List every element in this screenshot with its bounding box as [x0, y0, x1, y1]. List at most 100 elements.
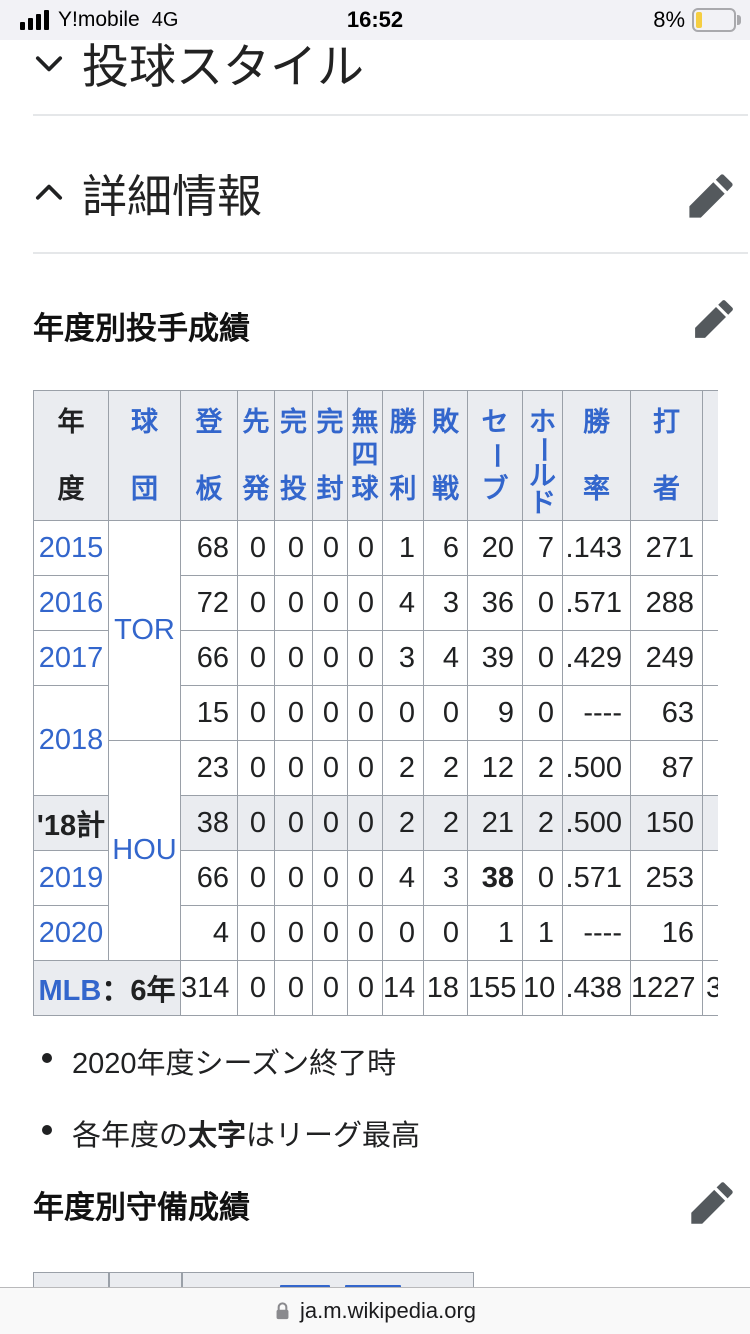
stat-cell: 87	[630, 740, 703, 796]
stat-cell: 0	[347, 520, 383, 576]
stat-cell: 0	[312, 795, 348, 851]
heading-yearly-pitching-stats: 年度別投手成績	[33, 311, 250, 346]
edit-pencil-icon[interactable]	[687, 172, 735, 220]
stat-cell: 0	[312, 520, 348, 576]
stat-cell: 0	[423, 685, 468, 741]
stat-cell: 2	[423, 740, 468, 796]
stat-cell: 0	[522, 850, 563, 906]
stat-cell: 3	[382, 630, 424, 686]
stat-cell: 0	[312, 575, 348, 631]
stat-cell: .571	[562, 850, 631, 906]
year-link[interactable]: 2015	[33, 520, 109, 576]
column-header[interactable]: 完封	[312, 390, 348, 521]
stat-cell: 0	[237, 740, 275, 796]
stat-cell: 23	[180, 740, 238, 796]
table-row: 2017 66 0 0 0 0 3 4 39 0.429 249	[33, 630, 718, 686]
year-link[interactable]: 2020	[33, 905, 109, 961]
stat-cell	[702, 795, 718, 851]
chevron-up-icon	[35, 184, 63, 200]
stat-cell: 20	[467, 520, 523, 576]
stat-cell: 0	[274, 850, 313, 906]
stat-cell: .500	[562, 795, 631, 851]
stat-cell: 0	[312, 630, 348, 686]
table-row: HOU 23 0 0 0 0 2 2 12 2.500 87	[34, 740, 718, 961]
column-header[interactable]: 打者	[630, 390, 703, 521]
stat-cell: 4	[382, 575, 424, 631]
chevron-down-icon	[35, 55, 63, 71]
column-header[interactable]: 勝利	[382, 390, 424, 521]
stat-cell: 314	[180, 960, 238, 1016]
stat-cell: 38	[467, 850, 523, 906]
stat-cell: .438	[562, 960, 631, 1016]
stat-cell: 0	[237, 905, 275, 961]
column-header[interactable]: 勝率	[562, 390, 631, 521]
stat-cell: 288	[630, 575, 703, 631]
stat-cell: 0	[347, 740, 383, 796]
stat-cell: 2	[522, 740, 563, 796]
column-header[interactable]: 完投	[274, 390, 313, 521]
stat-cell: 0	[274, 795, 313, 851]
column-header[interactable]: 登板	[180, 390, 238, 521]
stat-cell: 14	[382, 960, 424, 1016]
stat-cell: 0	[237, 520, 275, 576]
section-title: 詳細情報	[82, 172, 263, 222]
year-link[interactable]: 2019	[33, 850, 109, 906]
team-link[interactable]: TOR	[108, 520, 181, 741]
clock-label: 16:52	[346, 7, 404, 32]
edit-pencil-icon[interactable]	[693, 298, 735, 340]
stat-cell: 0	[274, 740, 313, 796]
stat-cell: 0	[382, 905, 424, 961]
stat-cell: 155	[467, 960, 523, 1016]
column-header[interactable]: 球団	[108, 390, 181, 521]
heading-yearly-fielding-stats: 年度別守備成績	[33, 1190, 250, 1225]
stat-cell: 3	[423, 575, 468, 631]
team-link[interactable]: HOU	[108, 740, 181, 961]
edit-pencil-icon[interactable]	[689, 1180, 735, 1226]
table-row: 2019 66 0 0 0 0 4 3 38 0.571 253	[33, 850, 718, 906]
stat-cell: 0	[522, 575, 563, 631]
column-header[interactable]: 先発	[237, 390, 275, 521]
stat-cell: 10	[522, 960, 563, 1016]
column-header[interactable]: セーブ	[467, 390, 523, 521]
stat-cell: 1	[467, 905, 523, 961]
mlb-link[interactable]: MLB	[38, 975, 102, 1007]
stat-cell: 4	[180, 905, 238, 961]
stat-cell: 0	[274, 630, 313, 686]
stat-cell: 0	[347, 905, 383, 961]
stat-cell: 66	[180, 850, 238, 906]
stat-cell: 0	[237, 960, 275, 1016]
stat-cell: 3	[702, 960, 718, 1016]
section-title: 投球スタイル	[82, 42, 364, 94]
stat-cell: 12	[467, 740, 523, 796]
stat-cell: 0	[522, 685, 563, 741]
stat-cell: 18	[423, 960, 468, 1016]
year-link[interactable]: 2016	[33, 575, 109, 631]
stat-cell: 1227	[630, 960, 703, 1016]
stat-cell: 271	[630, 520, 703, 576]
stat-cell: 2	[382, 740, 424, 796]
section-details[interactable]: 詳細情報	[33, 160, 262, 225]
stat-cell: 0	[237, 685, 275, 741]
stat-cell: 0	[312, 685, 348, 741]
browser-address-bar[interactable]: ja.m.wikipedia.org	[0, 1287, 750, 1334]
year-link[interactable]: 2018	[33, 685, 109, 796]
stat-cell: 0	[312, 905, 348, 961]
stat-cell: 66	[180, 630, 238, 686]
stat-cell: 0	[347, 575, 383, 631]
column-header[interactable]: 敗戦	[423, 390, 468, 521]
year-link[interactable]: 2017	[33, 630, 109, 686]
column-header[interactable]: ホールド	[522, 390, 563, 521]
mlb-total-label: MLB：6年	[33, 960, 181, 1016]
battery-percent-label: 8%	[653, 7, 685, 32]
footnote-item: 2020年度シーズン終了時	[33, 1040, 730, 1082]
stat-cell: 0	[347, 850, 383, 906]
stat-cell	[702, 575, 718, 631]
table-scroll-container[interactable]: 年度球団登板先発完投完封無四球勝利敗戦セーブホールド勝率打者 2015 TOR 68 0…	[33, 390, 718, 1016]
section-pitching-style[interactable]: 投球スタイル	[33, 28, 364, 97]
stat-cell: .143	[562, 520, 631, 576]
stat-cell: 0	[312, 960, 348, 1016]
column-header[interactable]: 無四球	[347, 390, 383, 521]
stat-cell: 0	[237, 795, 275, 851]
stat-cell: 0	[347, 685, 383, 741]
section-divider	[33, 114, 748, 116]
